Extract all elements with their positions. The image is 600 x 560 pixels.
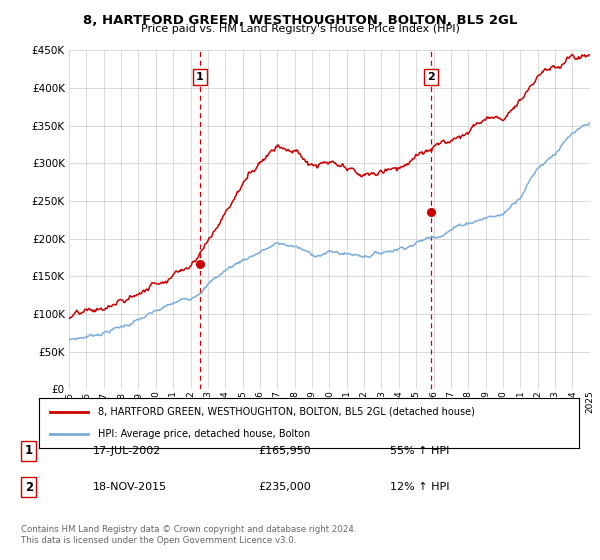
- Text: £165,950: £165,950: [258, 446, 311, 456]
- Text: £235,000: £235,000: [258, 482, 311, 492]
- Text: HPI: Average price, detached house, Bolton: HPI: Average price, detached house, Bolt…: [98, 429, 311, 439]
- Text: 2: 2: [428, 72, 436, 82]
- Text: 8, HARTFORD GREEN, WESTHOUGHTON, BOLTON, BL5 2GL: 8, HARTFORD GREEN, WESTHOUGHTON, BOLTON,…: [83, 14, 517, 27]
- Text: 18-NOV-2015: 18-NOV-2015: [93, 482, 167, 492]
- Text: 55% ↑ HPI: 55% ↑ HPI: [390, 446, 449, 456]
- Text: 2: 2: [25, 480, 33, 494]
- Text: 8, HARTFORD GREEN, WESTHOUGHTON, BOLTON, BL5 2GL (detached house): 8, HARTFORD GREEN, WESTHOUGHTON, BOLTON,…: [98, 407, 475, 417]
- Text: 17-JUL-2002: 17-JUL-2002: [93, 446, 161, 456]
- Text: 1: 1: [196, 72, 204, 82]
- Text: 12% ↑ HPI: 12% ↑ HPI: [390, 482, 449, 492]
- Text: 1: 1: [25, 444, 33, 458]
- Text: Contains HM Land Registry data © Crown copyright and database right 2024.
This d: Contains HM Land Registry data © Crown c…: [21, 525, 356, 545]
- Text: Price paid vs. HM Land Registry's House Price Index (HPI): Price paid vs. HM Land Registry's House …: [140, 24, 460, 34]
